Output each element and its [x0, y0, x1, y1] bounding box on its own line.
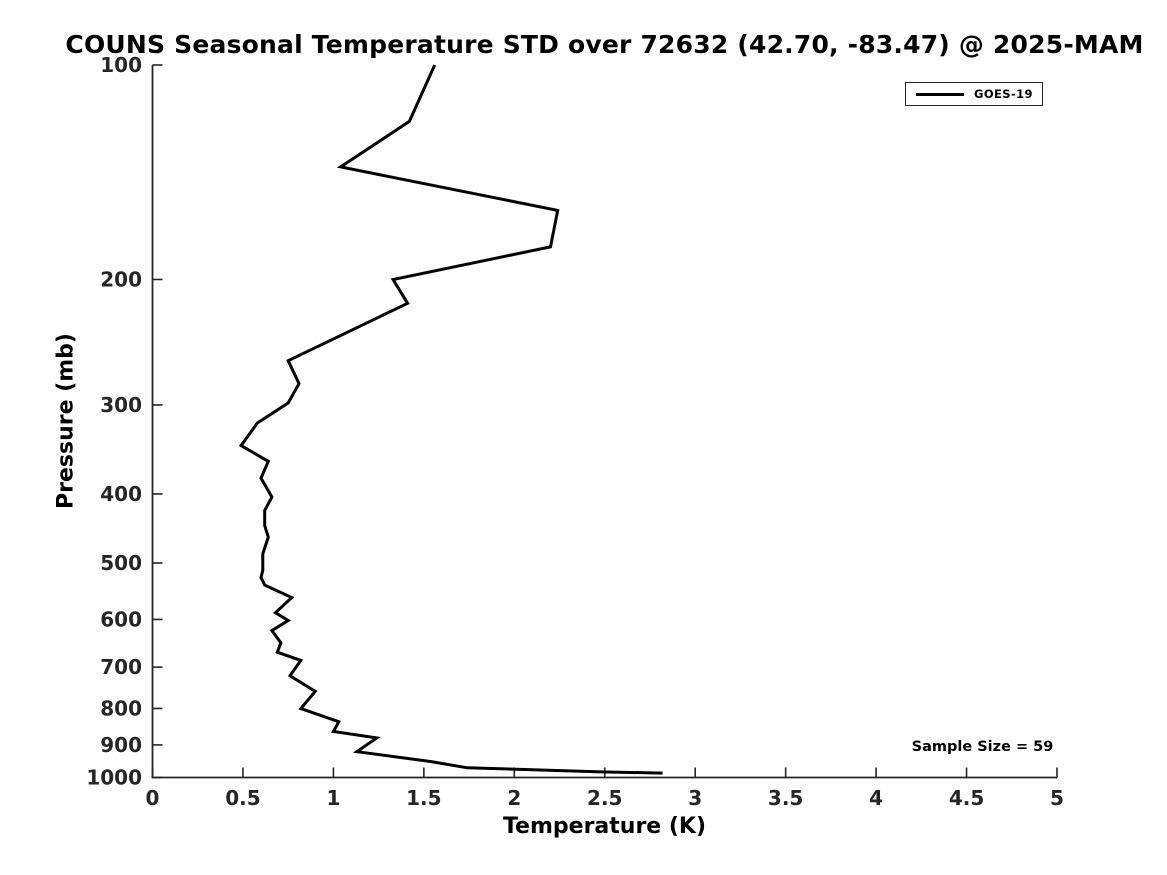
sample-size-annotation: Sample Size = 59: [911, 739, 1054, 755]
axis-spines: [151, 65, 1057, 779]
x-tick-label: 3.5: [768, 786, 803, 810]
x-tick-label: 2.5: [587, 786, 622, 810]
y-axis-ticks: 100 200 300 400 500 600 700 800 900 1000: [86, 53, 163, 790]
legend-label: GOES-19: [974, 87, 1033, 101]
legend: GOES-19: [905, 82, 1043, 106]
y-tick-label: 600: [100, 607, 142, 631]
x-tick-label: 3: [688, 786, 702, 810]
y-tick-label: 700: [100, 655, 142, 679]
data-line-goes-19: [238, 64, 663, 775]
chart-title: COUNS Seasonal Temperature STD over 7263…: [65, 30, 1144, 59]
y-tick-label: 1000: [86, 766, 142, 790]
x-tick-label: 4.5: [949, 786, 984, 810]
legend-line-icon: [916, 92, 964, 96]
x-tick-label: 0.5: [225, 786, 260, 810]
y-tick-label: 800: [100, 696, 142, 720]
x-tick-label: 1.5: [406, 786, 441, 810]
x-tick-label: 2: [507, 786, 521, 810]
y-tick-label: 300: [100, 393, 142, 417]
y-tick-label: 200: [100, 267, 142, 291]
x-axis-label: Temperature (K): [502, 814, 707, 839]
y-tick-label: 100: [100, 53, 142, 77]
x-tick-label: 5: [1050, 786, 1064, 810]
y-tick-label: 900: [100, 733, 142, 757]
x-tick-label: 0: [146, 786, 160, 810]
x-tick-label: 4: [869, 786, 883, 810]
x-axis-ticks: 0 0.5 1 1.5 2 2.5 3 3.5 4 4.5 5: [146, 767, 1064, 810]
y-tick-label: 500: [100, 551, 142, 575]
y-tick-label: 400: [100, 482, 142, 506]
x-tick-label: 1: [326, 786, 340, 810]
